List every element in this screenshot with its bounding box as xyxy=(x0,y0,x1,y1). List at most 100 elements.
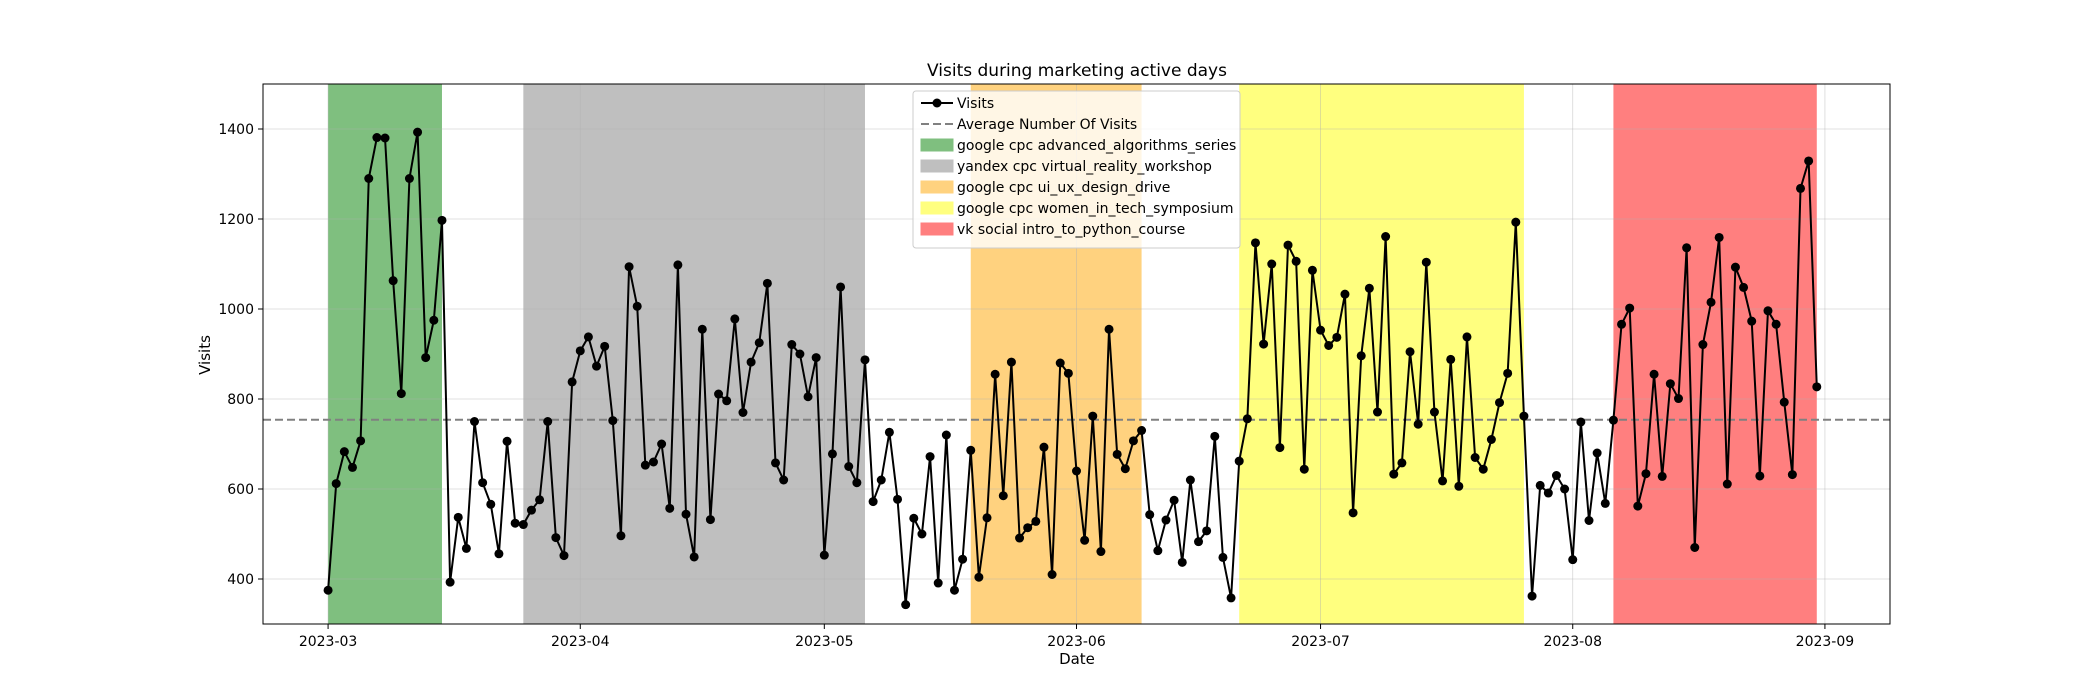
visit-point-122 xyxy=(1316,325,1326,335)
visit-point-46 xyxy=(697,324,707,334)
visit-point-12 xyxy=(421,353,431,363)
x-tick-label-2: 2023-05 xyxy=(795,634,854,650)
visit-point-127 xyxy=(1356,351,1366,361)
visit-point-20 xyxy=(486,499,496,509)
visit-point-88 xyxy=(1039,442,1049,452)
legend: Visits Average Number Of Visits google cpc… xyxy=(912,90,1241,249)
visit-point-67 xyxy=(868,497,878,507)
visit-point-153 xyxy=(1568,555,1578,565)
y-tick-label-3: 1000 xyxy=(218,302,254,318)
visit-point-34 xyxy=(600,341,610,351)
visit-point-84 xyxy=(1006,357,1016,367)
legend-box xyxy=(912,90,1241,249)
legend-swatch-2 xyxy=(920,180,954,194)
visit-point-30 xyxy=(567,377,577,387)
visit-point-44 xyxy=(681,509,691,519)
visit-point-70 xyxy=(893,494,903,504)
visit-point-141 xyxy=(1470,453,1480,462)
visit-point-119 xyxy=(1291,256,1301,266)
visit-point-100 xyxy=(1137,426,1147,435)
visit-point-103 xyxy=(1161,515,1171,525)
visit-point-182 xyxy=(1804,156,1814,166)
visit-point-151 xyxy=(1551,471,1561,480)
visit-point-21 xyxy=(494,549,504,559)
visit-point-81 xyxy=(982,513,992,523)
visit-point-69 xyxy=(884,427,894,437)
visit-point-87 xyxy=(1031,516,1041,526)
visit-point-79 xyxy=(966,445,976,455)
visit-point-107 xyxy=(1194,537,1204,547)
visit-point-28 xyxy=(551,533,561,543)
visit-point-106 xyxy=(1185,475,1195,485)
x-tick-label-1: 2023-04 xyxy=(551,634,610,650)
visit-point-169 xyxy=(1698,340,1708,350)
visit-point-42 xyxy=(665,503,675,513)
visit-point-171 xyxy=(1714,232,1724,242)
visit-point-11 xyxy=(413,127,423,137)
legend-label-span-4: vk social intro_to_python_course xyxy=(957,222,1185,238)
visit-point-110 xyxy=(1218,552,1228,562)
visit-point-147 xyxy=(1519,411,1529,421)
visit-point-3 xyxy=(347,462,357,472)
visit-point-97 xyxy=(1112,449,1122,459)
visit-point-105 xyxy=(1177,557,1187,567)
visit-point-118 xyxy=(1283,240,1293,250)
visit-point-72 xyxy=(909,513,919,523)
visit-point-91 xyxy=(1063,368,1073,378)
visit-point-164 xyxy=(1657,471,1667,481)
visit-point-117 xyxy=(1275,443,1285,453)
visit-point-168 xyxy=(1690,543,1700,552)
visit-point-114 xyxy=(1250,238,1260,248)
visit-point-129 xyxy=(1372,407,1382,417)
visit-point-149 xyxy=(1535,480,1545,490)
visit-point-74 xyxy=(925,452,935,462)
visit-point-24 xyxy=(518,520,528,530)
y-tick-label-5: 1400 xyxy=(218,122,254,138)
visit-point-161 xyxy=(1633,501,1643,511)
visit-point-13 xyxy=(429,315,439,325)
visit-point-29 xyxy=(559,551,569,561)
y-tick-label-4: 1200 xyxy=(218,212,254,228)
x-tick-label-3: 2023-06 xyxy=(1047,634,1106,650)
visit-point-27 xyxy=(543,417,553,426)
visit-point-17 xyxy=(461,543,471,553)
visit-point-183 xyxy=(1812,382,1822,392)
legend-label-span-0: google cpc advanced_algorithms_series xyxy=(957,138,1236,154)
visit-point-180 xyxy=(1787,470,1797,480)
legend-label-span-1: yandex cpc virtual_reality_workshop xyxy=(957,159,1212,175)
visit-point-148 xyxy=(1527,591,1537,601)
visit-point-49 xyxy=(722,396,732,406)
visit-point-57 xyxy=(787,340,797,350)
visit-point-116 xyxy=(1267,259,1277,269)
y-axis-ticks: 400 600 800 1000 1200 1400 xyxy=(218,122,263,588)
visit-point-126 xyxy=(1348,508,1358,518)
visit-point-135 xyxy=(1421,257,1431,267)
y-tick-label-0: 400 xyxy=(227,572,254,588)
visit-point-137 xyxy=(1438,476,1448,486)
visit-point-8 xyxy=(388,276,398,286)
visit-point-167 xyxy=(1682,243,1692,253)
visit-point-111 xyxy=(1226,593,1236,603)
visit-point-179 xyxy=(1779,397,1789,407)
visit-point-146 xyxy=(1511,217,1521,227)
visit-point-163 xyxy=(1649,369,1659,379)
legend-label-visits: Visits xyxy=(957,96,994,112)
visits-line xyxy=(327,131,1818,606)
visit-point-109 xyxy=(1210,431,1220,441)
visit-point-61 xyxy=(819,550,829,560)
visit-point-19 xyxy=(478,478,488,488)
visit-point-47 xyxy=(705,515,715,525)
visit-point-62 xyxy=(827,449,837,459)
visit-point-125 xyxy=(1340,289,1350,299)
visit-point-101 xyxy=(1145,510,1155,520)
visit-point-25 xyxy=(526,505,536,515)
visit-point-45 xyxy=(689,552,699,562)
visit-point-120 xyxy=(1299,464,1309,474)
visit-point-58 xyxy=(795,349,805,359)
visit-point-85 xyxy=(1015,533,1025,543)
visit-point-159 xyxy=(1617,319,1627,329)
visit-point-174 xyxy=(1739,282,1749,292)
visit-point-52 xyxy=(746,357,756,367)
visit-point-32 xyxy=(583,332,593,342)
